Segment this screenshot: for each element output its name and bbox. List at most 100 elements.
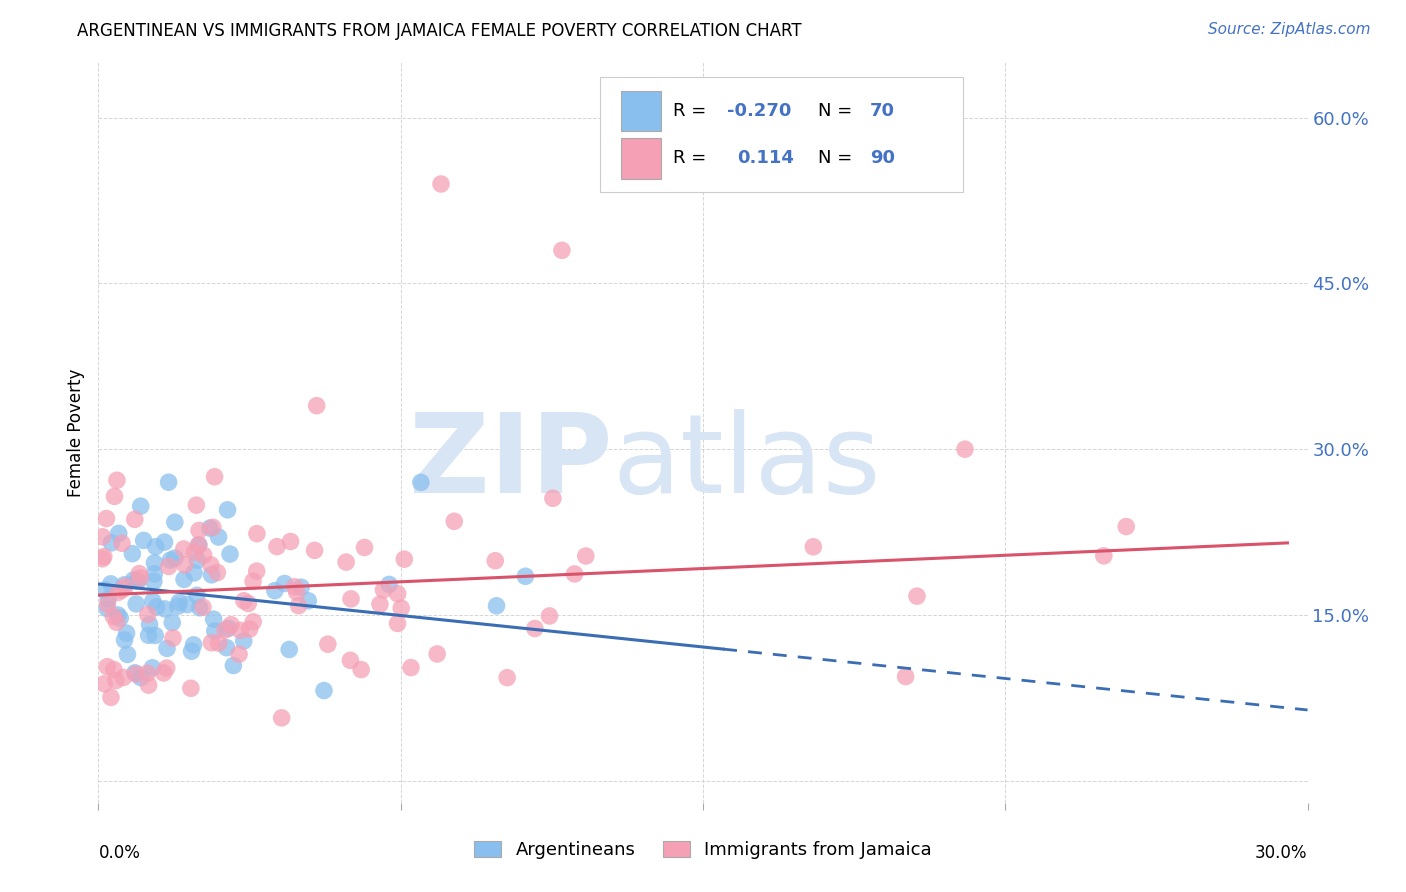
Text: -0.270: -0.270 (727, 102, 792, 120)
Point (173, 558, 195, 572)
Point (217, 503, 239, 517)
Point (183, 545, 205, 559)
Point (515, 569, 537, 583)
Point (183, 638, 205, 652)
Point (187, 538, 209, 552)
Point (163, 515, 186, 529)
Point (287, 599, 309, 613)
Point (156, 661, 179, 675)
Point (143, 628, 166, 642)
Point (183, 566, 205, 580)
Point (285, 585, 308, 599)
Point (127, 574, 149, 589)
Point (368, 597, 391, 611)
Point (91, 530, 114, 544)
Point (273, 576, 295, 591)
Point (200, 567, 222, 582)
Point (129, 571, 152, 585)
Point (136, 666, 159, 681)
Point (339, 653, 361, 667)
Point (198, 521, 221, 535)
Point (200, 636, 222, 650)
Y-axis label: Female Poverty: Female Poverty (67, 368, 86, 497)
Point (399, 660, 422, 674)
Point (100, 577, 122, 591)
Point (117, 648, 139, 662)
Point (103, 489, 125, 503)
Point (125, 574, 148, 588)
Point (125, 597, 148, 611)
Point (193, 548, 215, 562)
Point (350, 663, 373, 677)
Point (156, 641, 179, 656)
Point (304, 543, 326, 558)
Point (387, 587, 409, 601)
Text: N =: N = (818, 102, 858, 120)
Point (142, 574, 165, 589)
Point (186, 498, 208, 512)
Point (97, 592, 120, 607)
Point (142, 594, 165, 608)
Point (186, 588, 208, 602)
Text: atlas: atlas (613, 409, 880, 516)
Point (246, 526, 269, 541)
Point (107, 526, 129, 541)
Point (107, 585, 129, 599)
Point (297, 594, 319, 608)
Point (159, 553, 181, 567)
Point (153, 535, 176, 549)
Point (105, 615, 128, 630)
Point (426, 647, 449, 661)
Point (538, 609, 561, 624)
Point (484, 554, 506, 568)
Point (575, 549, 598, 563)
Point (228, 647, 250, 661)
Point (187, 538, 209, 552)
Point (394, 552, 416, 566)
Point (96, 601, 118, 615)
Point (894, 669, 917, 683)
Point (91, 551, 114, 566)
FancyBboxPatch shape (621, 91, 661, 131)
Point (905, 589, 928, 603)
Point (157, 559, 180, 574)
Point (430, 177, 453, 191)
Point (100, 690, 122, 705)
Point (152, 665, 174, 680)
Point (167, 595, 190, 609)
Point (270, 711, 292, 725)
Point (217, 621, 239, 635)
Point (219, 617, 242, 632)
Point (232, 634, 254, 648)
Point (280, 534, 302, 549)
Point (305, 399, 328, 413)
Point (143, 556, 166, 570)
Point (145, 540, 167, 554)
Point (124, 512, 146, 526)
Point (242, 615, 264, 629)
Point (162, 631, 184, 645)
Point (207, 530, 229, 544)
FancyBboxPatch shape (621, 138, 661, 178)
Point (373, 582, 395, 597)
Point (215, 640, 238, 655)
Point (188, 524, 211, 538)
Text: 30.0%: 30.0% (1256, 844, 1308, 862)
Point (312, 683, 335, 698)
Point (266, 540, 288, 554)
Point (239, 622, 262, 636)
Point (100, 536, 122, 550)
Point (141, 661, 163, 675)
Point (214, 623, 236, 637)
Point (114, 632, 136, 647)
Legend: Argentineans, Immigrants from Jamaica: Argentineans, Immigrants from Jamaica (474, 840, 932, 859)
Point (409, 475, 432, 490)
Point (443, 514, 465, 528)
Point (551, 244, 574, 258)
Point (200, 558, 222, 572)
Point (316, 637, 339, 651)
Point (125, 667, 148, 681)
Point (541, 491, 564, 506)
Point (143, 566, 166, 581)
Text: 70: 70 (870, 102, 894, 120)
